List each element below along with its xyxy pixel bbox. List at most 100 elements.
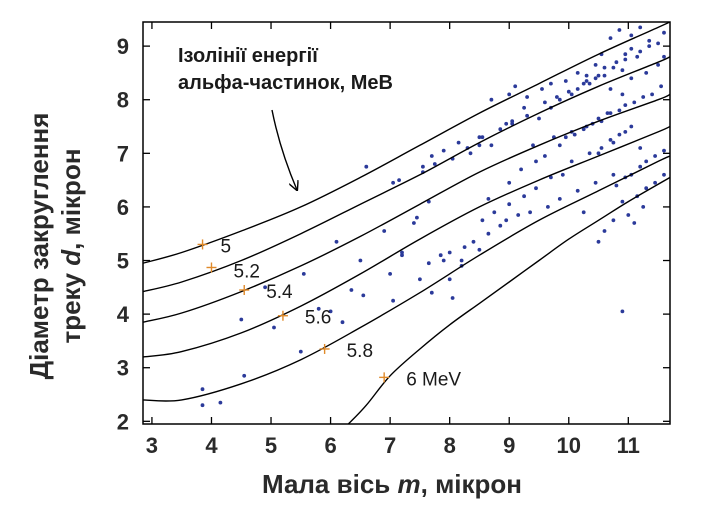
scatter-point [593,76,598,81]
scatter-point [593,180,598,185]
scatter-point [441,258,446,263]
x-tick-label: 5 [265,433,277,458]
scatter-point [549,175,553,180]
scatter-point [560,172,565,177]
scatter-point [519,167,523,172]
scatter-point [447,277,452,282]
scatter-point [584,79,589,83]
scatter-point [587,81,592,86]
scatter-point [489,97,494,102]
scatter-point [614,183,619,188]
scatter-point [629,46,634,51]
scatter-point [486,231,491,236]
scatter-point [412,221,416,225]
annotation: Ізолінії енергії альфа-частинок, МеВ [178,45,393,190]
scatter-point [522,194,526,199]
isoline-marker [197,239,208,250]
scatter-point [626,213,631,217]
scatter-point [611,172,616,177]
annotation-arrow [271,109,297,190]
scatter-point [534,186,538,191]
scatter-point [471,239,476,244]
scatter-point [623,57,628,62]
scatter-point [620,309,625,314]
scatter-point [510,119,515,124]
y-tick-label: 7 [117,141,129,166]
isoline-label: 5 [221,236,232,257]
scatter-point [480,135,485,140]
x-tick-label: 9 [503,433,515,458]
scatter-point [608,36,613,40]
scatter-point [534,159,538,164]
scatter-point [593,63,598,67]
scatter-point [662,30,666,35]
scatter-point [429,154,434,158]
scatter-point [557,197,562,201]
x-tick-label: 10 [557,433,581,458]
scatter-point [537,116,541,121]
scatter-point [415,215,419,220]
scatter-point [364,164,369,169]
isoline-label: 5.8 [347,341,373,362]
scatter-point [656,41,660,46]
scatter-point [462,245,467,250]
isoline-marker [277,310,288,321]
isoline-labels: 55.2 5.4 5.6 5.8 6 MeV [221,236,462,390]
scatter-point [602,73,607,78]
scatter-point [546,205,550,209]
isoline-label-markers [197,239,390,383]
scatter-point [662,148,666,153]
scatter-point [504,121,509,126]
scatter-point [566,89,571,94]
scatter-point [647,44,652,48]
scatter-point [432,162,437,166]
scatter-point [644,159,649,164]
scatter-point [543,154,547,158]
scatter-point [629,33,634,38]
y-axis-title-line-2: треку d, мікрон [56,148,86,343]
scatter-point [301,272,306,276]
scatter-point [608,111,613,115]
scatter-point [525,113,529,118]
scatter-point [608,87,613,91]
scatter-point [480,218,485,223]
isoline-marker [379,372,390,383]
scatter-point [581,127,586,132]
scatter-point [418,277,422,282]
scatter-point [632,100,637,105]
isoline-marker [206,262,217,273]
scatter-point [614,60,619,65]
scatter-point [200,387,205,392]
isoline-curve [143,125,670,358]
scatter-point [644,186,649,191]
scatter-point [608,138,613,142]
scatter-point [397,178,401,183]
scatter-point [623,52,628,57]
scatter-point [623,103,628,107]
scatter-point [641,95,646,99]
scatter-point [492,210,497,215]
scatter-point [638,146,643,150]
scatter-point [516,213,521,217]
scatter-point [581,210,586,215]
scatter-point [629,76,634,81]
scatter-point [298,349,303,354]
y-tick-label: 6 [117,195,129,220]
scatter-point [340,320,345,325]
isoline-marker [239,285,250,295]
scatter-point [263,285,267,290]
scatter-point [653,180,657,185]
scatter-point [638,25,643,30]
scatter-point [662,54,666,59]
scatter-point [507,92,512,97]
isoline-curve [347,176,670,424]
scatter-point [513,84,518,89]
scatter-point [426,261,431,266]
y-axis-title: Діаметр закруглення треку d, мікрон [24,113,86,380]
scatter-point [555,95,559,99]
scatter-point [498,127,503,132]
scatter-point [239,317,244,322]
scatter-point [510,121,515,126]
scatter-point [617,132,622,137]
